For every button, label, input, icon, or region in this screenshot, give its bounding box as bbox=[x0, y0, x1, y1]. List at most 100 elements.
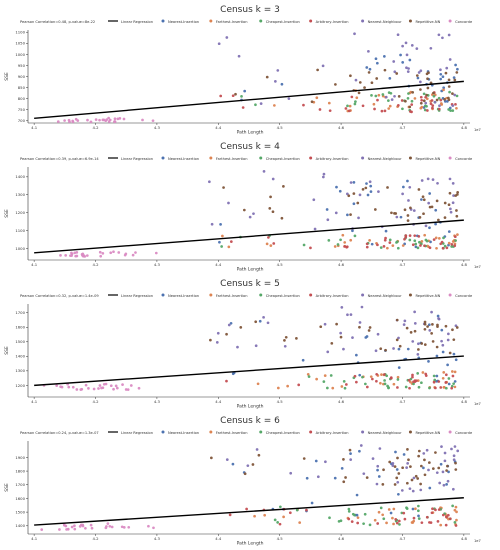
data-point bbox=[364, 336, 368, 339]
y-tick-label: 700 bbox=[18, 118, 26, 123]
data-point bbox=[403, 208, 407, 212]
data-point bbox=[451, 92, 454, 96]
data-point bbox=[362, 522, 365, 526]
data-point bbox=[231, 94, 235, 98]
data-point bbox=[279, 505, 282, 509]
data-point bbox=[385, 521, 388, 525]
legend-label: Nearest-Insertion bbox=[168, 157, 199, 161]
data-point bbox=[405, 326, 409, 330]
data-point bbox=[403, 319, 407, 323]
data-point bbox=[368, 67, 372, 71]
data-point bbox=[396, 386, 399, 389]
data-point bbox=[392, 522, 395, 526]
data-point bbox=[102, 382, 106, 386]
data-point bbox=[388, 77, 392, 80]
data-point bbox=[334, 211, 338, 215]
data-point bbox=[388, 241, 392, 244]
data-point bbox=[423, 473, 427, 477]
data-point bbox=[225, 379, 228, 383]
data-point bbox=[389, 91, 393, 95]
data-point bbox=[447, 98, 451, 102]
legend-label: Concorde bbox=[455, 157, 473, 161]
data-point bbox=[127, 525, 131, 529]
data-point bbox=[434, 208, 438, 212]
data-point bbox=[66, 527, 70, 531]
data-point bbox=[154, 251, 158, 255]
data-point bbox=[392, 347, 395, 350]
x-tick-label: 4.8 bbox=[461, 262, 468, 267]
data-point bbox=[455, 106, 458, 110]
data-point bbox=[375, 372, 379, 376]
data-point bbox=[398, 344, 402, 348]
data-point bbox=[352, 202, 356, 206]
data-point bbox=[420, 381, 423, 385]
chart-panel-4: Census k = 4 Pearson Correlation=0.39, p-… bbox=[4, 142, 481, 273]
data-point bbox=[356, 516, 360, 520]
data-point bbox=[447, 203, 451, 207]
data-point bbox=[395, 72, 399, 75]
data-point bbox=[92, 387, 96, 391]
data-point bbox=[367, 49, 370, 53]
data-point bbox=[124, 388, 128, 391]
data-point bbox=[426, 109, 429, 112]
x-tick-label: 4.6 bbox=[338, 536, 345, 541]
data-point bbox=[420, 179, 424, 182]
legend-regression-label: Linear Regression bbox=[121, 294, 153, 298]
data-point bbox=[413, 239, 417, 243]
data-point bbox=[448, 191, 452, 195]
data-point bbox=[396, 246, 400, 250]
data-point bbox=[454, 524, 458, 527]
data-point bbox=[408, 105, 412, 109]
data-point bbox=[113, 120, 117, 123]
data-point bbox=[152, 526, 155, 530]
data-point bbox=[117, 251, 121, 254]
data-point bbox=[408, 185, 412, 189]
legend-swatch bbox=[408, 156, 412, 160]
data-point bbox=[108, 524, 112, 528]
legend-label: Repetitive-NN bbox=[415, 431, 440, 435]
data-point bbox=[407, 199, 410, 202]
data-point bbox=[450, 447, 453, 451]
legend-label: Cheapest-Insertion bbox=[266, 431, 300, 435]
data-point bbox=[379, 246, 383, 249]
data-point bbox=[386, 186, 389, 189]
data-point bbox=[425, 239, 429, 243]
data-point bbox=[370, 81, 374, 85]
data-point bbox=[246, 464, 250, 468]
data-point bbox=[409, 110, 412, 113]
data-point bbox=[371, 457, 375, 460]
data-point bbox=[441, 36, 444, 40]
data-point bbox=[451, 201, 455, 205]
y-tick-label: 1400 bbox=[15, 523, 25, 528]
data-point bbox=[452, 382, 455, 386]
data-point bbox=[453, 521, 457, 524]
data-point bbox=[416, 372, 420, 375]
y-tick-label: 1500 bbox=[15, 339, 25, 344]
data-point bbox=[255, 448, 259, 451]
data-point bbox=[355, 380, 358, 384]
data-point bbox=[358, 81, 362, 84]
data-point bbox=[368, 180, 372, 184]
data-point bbox=[420, 98, 424, 102]
data-point bbox=[374, 94, 378, 98]
data-point bbox=[83, 255, 87, 258]
legend-label: Farthest-Insertion bbox=[216, 431, 248, 435]
data-point bbox=[269, 244, 273, 247]
legend-label: Nearest-Insertion bbox=[168, 20, 199, 24]
data-point bbox=[444, 523, 448, 527]
data-point bbox=[383, 382, 387, 386]
data-point bbox=[402, 323, 406, 326]
data-point bbox=[67, 118, 71, 122]
legend-label: Repetitive-NN bbox=[415, 294, 440, 298]
data-point bbox=[431, 104, 435, 107]
data-point bbox=[427, 360, 430, 363]
legend-swatch bbox=[361, 430, 365, 434]
data-point bbox=[395, 318, 399, 322]
data-point bbox=[73, 524, 76, 528]
data-point bbox=[439, 77, 443, 81]
data-point bbox=[310, 100, 314, 104]
data-point bbox=[432, 374, 436, 378]
legend-label: Nearest-Neighbour bbox=[368, 157, 403, 161]
x-tick-label: 4.3 bbox=[154, 125, 161, 130]
data-point bbox=[423, 458, 426, 462]
